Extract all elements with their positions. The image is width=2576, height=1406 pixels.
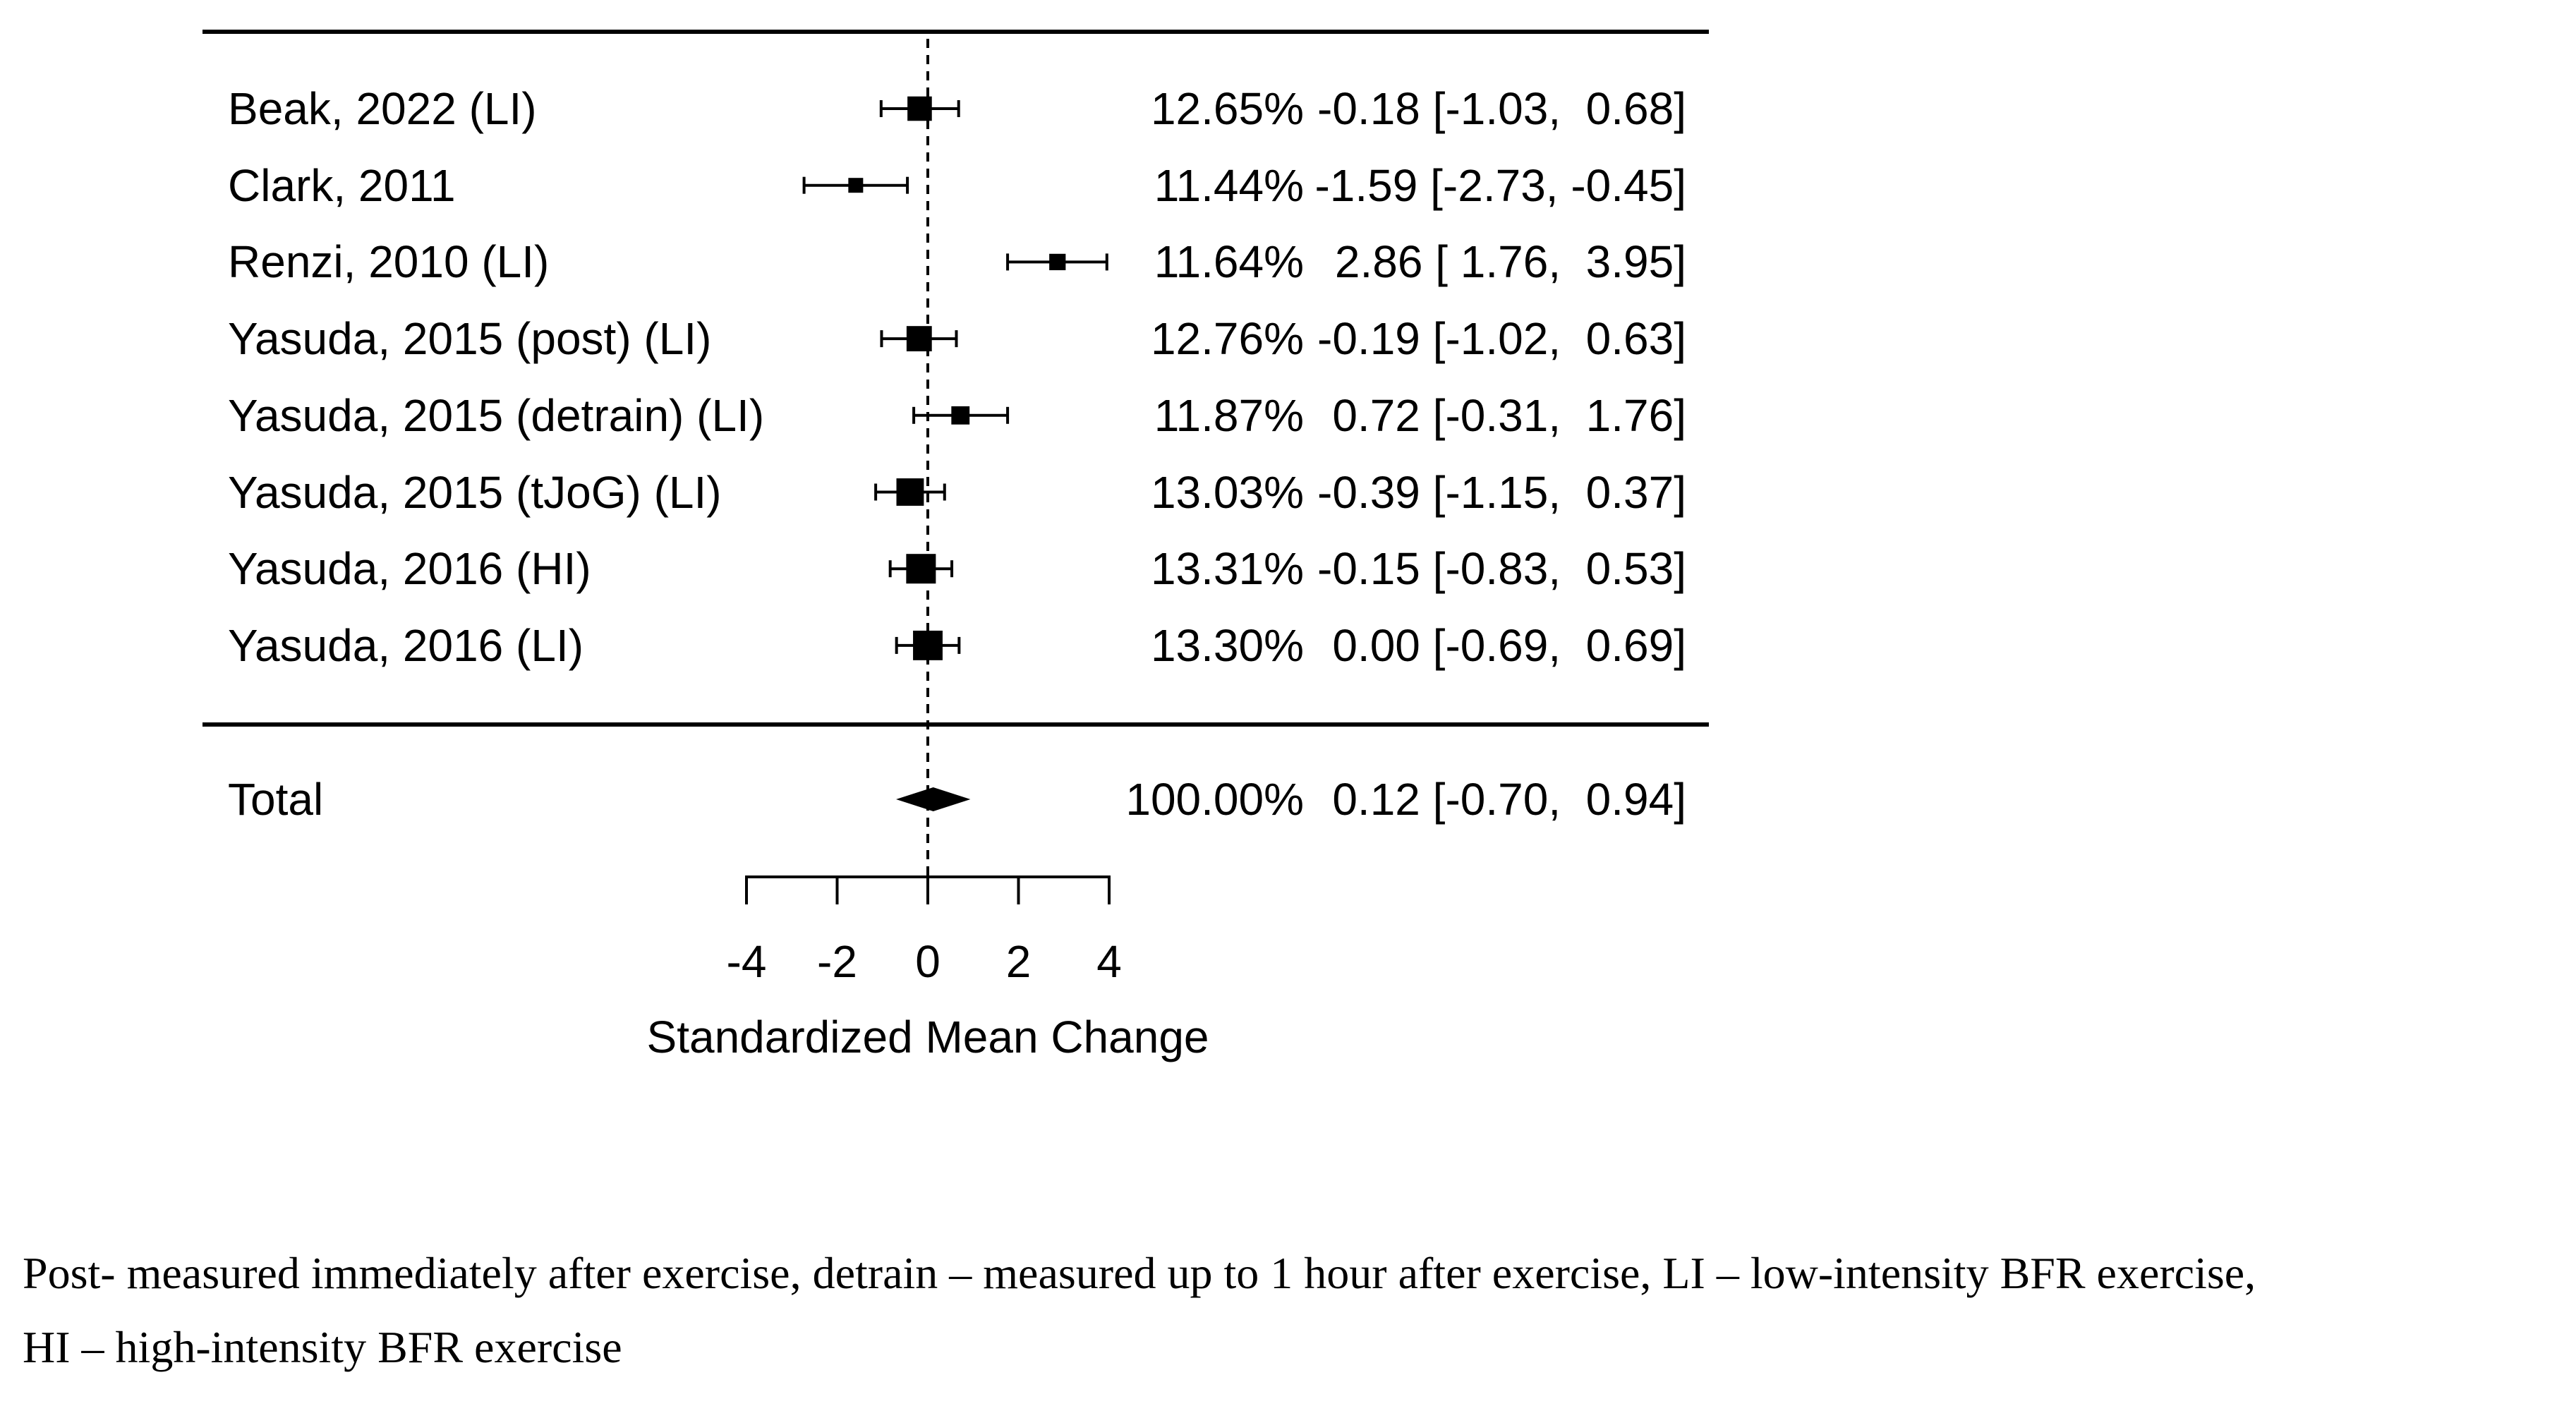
footnote-line-1: Post- measured immediately after exercis…	[23, 1248, 2256, 1298]
ci-value: 0.72 [-0.31, 1.76]	[1319, 389, 1686, 441]
study-label: Beak, 2022 (LI)	[228, 83, 537, 134]
weight-value: 12.76%	[1150, 313, 1304, 365]
estimate-marker	[906, 554, 936, 584]
ci-value: -0.15 [-0.83, 0.53]	[1317, 543, 1686, 595]
total-ci-value: 0.12 [-0.70, 0.94]	[1319, 774, 1686, 825]
weight-value: 13.30%	[1150, 619, 1304, 671]
ci-value: -1.59 [-2.73, -0.45]	[1314, 159, 1686, 211]
weight-value: 11.64%	[1154, 236, 1304, 288]
estimate-marker	[913, 630, 943, 660]
ci-value: -0.39 [-1.15, 0.37]	[1317, 466, 1686, 518]
study-label: Clark, 2011	[228, 159, 456, 211]
footnote: Post- measured immediately after exercis…	[23, 1236, 2570, 1384]
separator-rule	[202, 722, 1709, 727]
x-tick-label: 4	[1096, 936, 1122, 987]
study-label: Yasuda, 2015 (post) (LI)	[228, 313, 712, 365]
summary-diamond	[896, 787, 971, 811]
study-label: Yasuda, 2015 (detrain) (LI)	[228, 389, 765, 441]
estimate-marker	[848, 178, 864, 193]
total-weight-value: 100.00%	[1125, 774, 1304, 825]
weight-value: 12.65%	[1150, 83, 1304, 134]
estimate-marker	[906, 326, 932, 352]
estimate-marker	[1049, 253, 1066, 271]
total-label: Total	[228, 774, 324, 825]
weight-value: 11.87%	[1154, 389, 1304, 441]
x-axis-title: Standardized Mean Change	[647, 1012, 1209, 1062]
ci-value: -0.18 [-1.03, 0.68]	[1317, 83, 1686, 134]
ci-value: 2.86 [ 1.76, 3.95]	[1322, 236, 1686, 288]
weight-value: 13.31%	[1150, 543, 1304, 595]
top-rule	[202, 30, 1709, 34]
estimate-marker	[951, 406, 970, 425]
study-label: Yasuda, 2016 (LI)	[228, 619, 584, 671]
x-tick-label: -4	[727, 936, 767, 987]
study-label: Yasuda, 2016 (HI)	[228, 543, 591, 595]
footnote-line-2: HI – high-intensity BFR exercise	[23, 1322, 622, 1372]
x-tick-label: 2	[1006, 936, 1032, 987]
estimate-marker	[896, 478, 924, 506]
weight-value: 11.44%	[1154, 159, 1304, 211]
estimate-marker	[907, 96, 932, 121]
x-tick-label: 0	[915, 936, 941, 987]
weight-value: 13.03%	[1150, 466, 1304, 518]
x-tick-label: -2	[817, 936, 857, 987]
study-label: Renzi, 2010 (LI)	[228, 236, 550, 288]
ci-value: -0.19 [-1.02, 0.63]	[1317, 313, 1686, 365]
study-label: Yasuda, 2015 (tJoG) (LI)	[228, 466, 722, 518]
ci-value: 0.00 [-0.69, 0.69]	[1319, 619, 1686, 671]
